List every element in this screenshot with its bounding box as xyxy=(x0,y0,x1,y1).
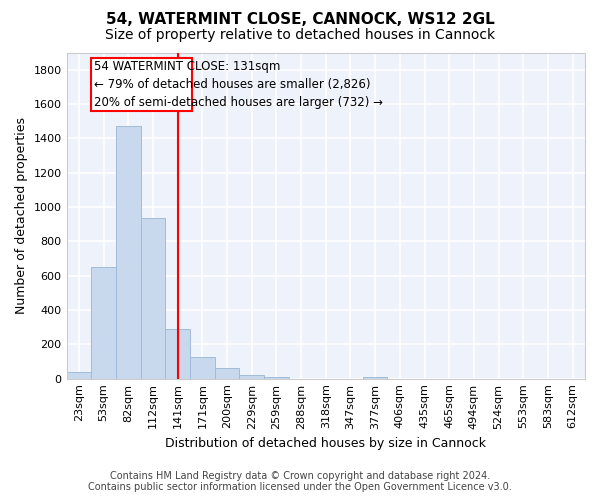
Bar xyxy=(190,357,215,378)
Text: Size of property relative to detached houses in Cannock: Size of property relative to detached ho… xyxy=(105,28,495,42)
FancyBboxPatch shape xyxy=(91,58,193,111)
Text: 54, WATERMINT CLOSE, CANNOCK, WS12 2GL: 54, WATERMINT CLOSE, CANNOCK, WS12 2GL xyxy=(106,12,494,28)
Bar xyxy=(116,126,140,378)
Text: 54 WATERMINT CLOSE: 131sqm
← 79% of detached houses are smaller (2,826)
20% of s: 54 WATERMINT CLOSE: 131sqm ← 79% of deta… xyxy=(94,60,383,109)
Bar xyxy=(140,218,165,378)
Bar xyxy=(363,376,388,378)
Y-axis label: Number of detached properties: Number of detached properties xyxy=(15,117,28,314)
X-axis label: Distribution of detached houses by size in Cannock: Distribution of detached houses by size … xyxy=(165,437,486,450)
Bar xyxy=(264,376,289,378)
Bar xyxy=(91,267,116,378)
Bar xyxy=(165,329,190,378)
Bar xyxy=(215,368,239,378)
Bar xyxy=(67,372,91,378)
Text: Contains HM Land Registry data © Crown copyright and database right 2024.
Contai: Contains HM Land Registry data © Crown c… xyxy=(88,471,512,492)
Bar xyxy=(239,375,264,378)
